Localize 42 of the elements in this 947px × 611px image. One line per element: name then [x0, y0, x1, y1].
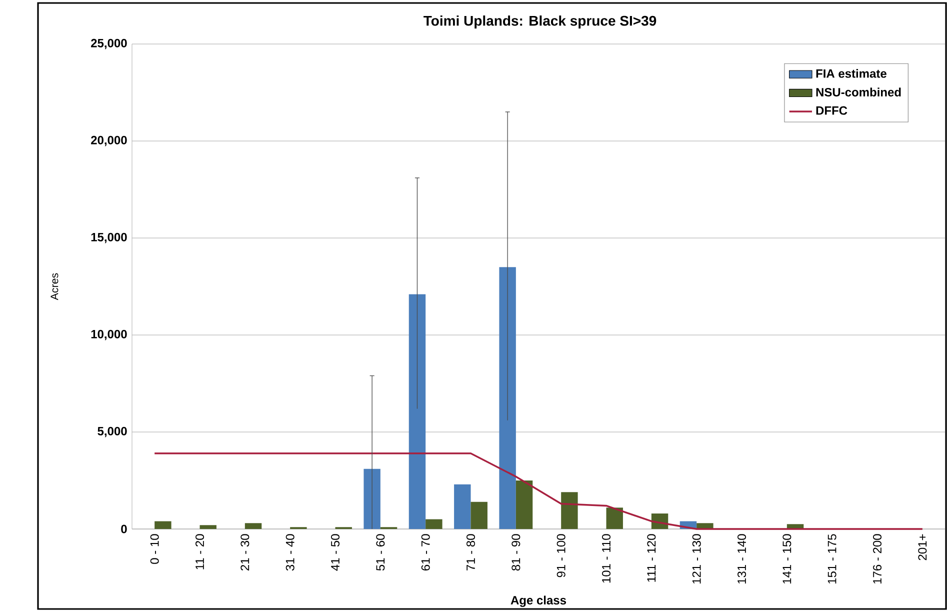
- x-tick-label: 141 - 150: [782, 534, 792, 584]
- y-tick-label: 5,000: [98, 426, 127, 438]
- x-tick-label: 201+: [918, 534, 927, 560]
- legend-label: DFFC: [816, 106, 848, 115]
- chart-title: Toimi Uplands: Black spruce SI>39: [424, 15, 656, 29]
- bar: [470, 502, 488, 529]
- y-tick-label: 10,000: [91, 330, 127, 340]
- y-tick-label: 25,000: [91, 38, 127, 50]
- x-tick-label: 11 - 20: [196, 534, 204, 570]
- bar: [454, 484, 471, 529]
- y-tick-label: 15,000: [91, 232, 127, 244]
- bar: [561, 492, 578, 529]
- x-tick-label: 71 - 80: [466, 534, 476, 570]
- x-tick-label: 176 - 200: [873, 534, 882, 584]
- bar: [606, 508, 623, 529]
- x-tick-label: 61 - 70: [421, 534, 430, 570]
- x-tick-label: 21 - 30: [240, 534, 250, 570]
- x-tick-label: 51 - 60: [376, 534, 385, 571]
- x-tick-label: 91 - 100: [556, 534, 566, 578]
- x-tick-label: 151 - 175: [828, 534, 836, 584]
- x-tick-label: 81 - 90: [512, 534, 520, 571]
- bar: [408, 294, 426, 529]
- x-tick-label: 101 - 110: [602, 534, 611, 583]
- x-tick-label: 111 - 120: [647, 534, 656, 582]
- x-tick-label: 41 - 50: [331, 534, 340, 571]
- legend-label: NSU-combined: [816, 88, 901, 96]
- y-axis-title: Acres: [50, 273, 58, 300]
- legend-label: FIA estimate: [816, 68, 886, 78]
- bar: [516, 480, 533, 529]
- bar: [364, 468, 380, 529]
- bar: [200, 525, 216, 529]
- y-tick-label: 20,000: [91, 136, 127, 146]
- x-tick-label: 31 - 40: [286, 534, 294, 571]
- x-tick-label: 131 - 140: [738, 534, 746, 584]
- x-axis-title: Age class: [510, 596, 566, 607]
- bar: [244, 523, 262, 529]
- bar: [154, 521, 172, 529]
- y-tick-label: 0: [121, 524, 127, 534]
- x-tick-label: 0 - 10: [150, 534, 159, 564]
- bar: [499, 267, 516, 529]
- x-tick-label: 121 - 130: [692, 534, 701, 584]
- bar: [426, 519, 442, 529]
